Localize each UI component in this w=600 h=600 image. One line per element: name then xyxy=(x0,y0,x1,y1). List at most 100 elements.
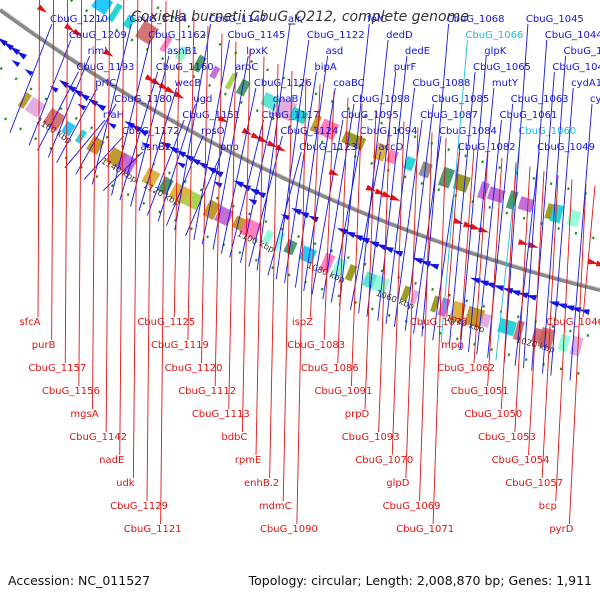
gene-label: CbuG_1068 xyxy=(447,14,505,25)
gene-label: CbuG_1145 xyxy=(227,30,285,41)
feature-box-outer xyxy=(141,167,161,188)
label-leader-line xyxy=(391,121,405,456)
label-leader-line xyxy=(267,151,302,276)
feature-box-outer xyxy=(283,239,298,256)
label-leader-line xyxy=(119,0,125,456)
gene-label: asd xyxy=(326,46,344,57)
label-leader-line xyxy=(323,91,335,341)
gene-label: CbuG_1119 xyxy=(151,340,209,351)
forward-gene-arrow xyxy=(141,142,151,149)
gene-label: aroC xyxy=(235,62,258,73)
forward-gene-arrow xyxy=(3,42,14,51)
forward-gene-arrow xyxy=(493,285,505,292)
dotted-ring-2 xyxy=(0,66,590,337)
forward-gene-arrow xyxy=(24,68,34,76)
gene-label: CbuG_1098 xyxy=(352,94,410,105)
forward-gene-arrow xyxy=(359,237,370,244)
label-leader-line xyxy=(214,33,223,387)
forward-gene-arrow xyxy=(376,244,388,251)
gene-label: accD xyxy=(378,142,403,153)
forward-gene-arrow xyxy=(16,51,27,60)
forward-gene-arrow xyxy=(124,120,136,129)
label-leader-line xyxy=(130,55,170,207)
gene-label: CbuG_1084 xyxy=(439,126,497,137)
reverse-gene-arrow xyxy=(173,91,185,99)
gene-label: CbuG_1046 xyxy=(546,317,600,328)
gene-label: CbuG_1091 xyxy=(314,386,372,397)
feature-box-outer xyxy=(239,217,262,241)
forward-gene-arrow xyxy=(79,93,90,102)
label-leader-line xyxy=(160,1,167,525)
feature-box-inner xyxy=(191,54,207,73)
gene-label: CbuG_1087 xyxy=(420,110,478,121)
gene-label: CbuG_1063 xyxy=(511,94,569,105)
gene-label: CbuG_1044 xyxy=(545,30,600,41)
gene-label: wecB xyxy=(175,78,202,89)
label-leader-line xyxy=(92,0,97,410)
gene-label: dedD xyxy=(386,30,413,41)
gene-label: CbuG_1060 xyxy=(518,126,576,137)
feature-box-outer xyxy=(400,285,412,302)
forward-gene-arrow xyxy=(240,183,252,192)
forward-gene-arrow xyxy=(248,188,260,196)
label-leader-line xyxy=(350,103,363,387)
gene-label: pyrD xyxy=(549,524,573,535)
gene-label: rimI xyxy=(88,46,108,57)
forward-gene-arrow xyxy=(412,257,424,265)
label-leader-line xyxy=(269,63,279,479)
gene-label: CbuG_1086 xyxy=(301,363,359,374)
feature-box-inner xyxy=(209,65,221,80)
label-leader-line xyxy=(339,23,370,306)
gene-label: CbuG_1117 xyxy=(262,110,320,121)
feature-box-inner xyxy=(549,203,565,224)
label-leader-line xyxy=(132,0,139,479)
reverse-gene-arrow xyxy=(150,77,162,86)
gene-label: CbuG_1085 xyxy=(431,94,489,105)
gene-label: CbuG_1142 xyxy=(69,432,127,443)
gene-label: CbuG_1164 xyxy=(129,14,187,25)
gene-label: CbuG_1120 xyxy=(165,363,223,374)
forward-gene-arrow xyxy=(0,38,8,47)
gene-label: CbuG_1050 xyxy=(464,409,522,420)
label-leader-line xyxy=(550,87,574,376)
gene-label: CbuG_1162 xyxy=(148,30,206,41)
label-leader-line xyxy=(212,55,249,250)
label-leader-line xyxy=(56,87,98,163)
gene-label: CbuG_1180 xyxy=(114,94,172,105)
gene-label: rpmE xyxy=(235,455,262,466)
feature-box-outer xyxy=(430,295,441,313)
gene-label: CbuG_1193 xyxy=(76,62,134,73)
label-leader-line xyxy=(378,115,391,433)
feature-box-inner xyxy=(505,190,519,210)
label-leader-line xyxy=(193,39,230,241)
label-leader-line xyxy=(582,185,596,318)
label-leader-line xyxy=(146,0,153,502)
gene-label: CbuG_1082 xyxy=(458,142,516,153)
feature-box-inner xyxy=(122,14,136,30)
forward-gene-arrow xyxy=(298,211,310,219)
label-leader-line xyxy=(495,135,521,361)
gene-label: CbuG_1095 xyxy=(341,110,399,121)
reverse-gene-arrow xyxy=(587,258,599,265)
gene-label: CbuG_1126 xyxy=(254,78,312,89)
feature-box-outer xyxy=(214,205,235,227)
gene-label: prpD xyxy=(345,409,370,420)
label-leader-line xyxy=(173,9,181,318)
forward-gene-arrow xyxy=(352,234,364,242)
label-leader-line xyxy=(64,119,106,169)
label-leader-line xyxy=(503,23,529,363)
label-leader-line xyxy=(405,127,419,479)
gene-label: CbuG_1065 xyxy=(473,62,531,73)
label-leader-line xyxy=(256,23,291,271)
gene-label: CbuG_1125 xyxy=(137,317,195,328)
forward-gene-arrow xyxy=(77,103,87,111)
gene-label: prfC xyxy=(95,78,116,89)
gene-label: CbuG_1066 xyxy=(465,30,523,41)
gene-label: folC xyxy=(367,14,386,25)
reverse-gene-arrow xyxy=(469,223,481,230)
label-leader-line xyxy=(105,0,111,433)
forward-gene-arrow xyxy=(190,157,201,166)
gene-label: glpK xyxy=(484,46,506,57)
